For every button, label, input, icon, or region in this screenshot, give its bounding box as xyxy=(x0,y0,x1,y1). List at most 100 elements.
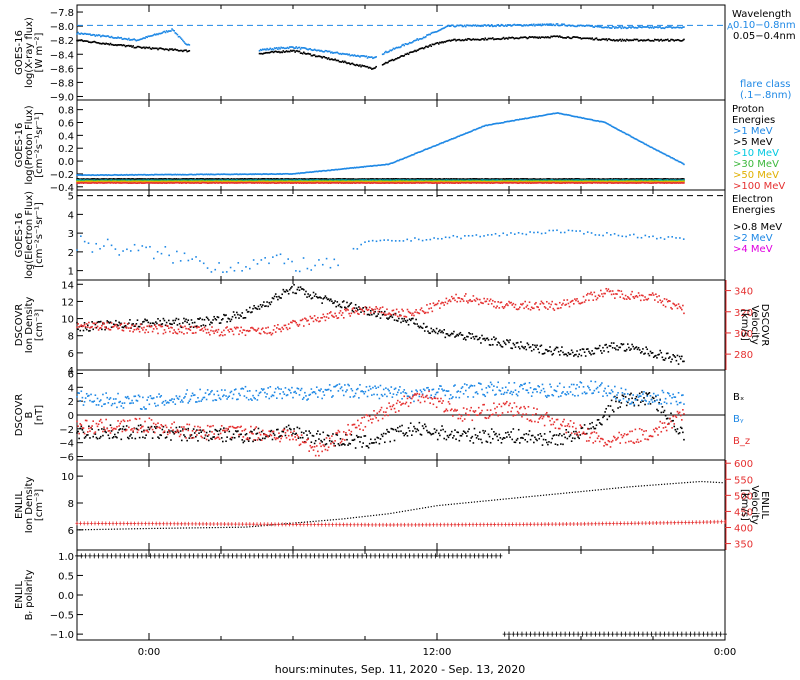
data-point xyxy=(277,298,279,301)
data-point xyxy=(251,180,253,183)
data-point xyxy=(475,178,478,180)
data-point xyxy=(619,26,622,28)
data-point xyxy=(540,36,543,38)
data-point xyxy=(242,317,245,319)
data-point xyxy=(569,180,572,183)
data-point xyxy=(151,173,154,176)
data-point xyxy=(309,179,312,181)
y-tick-label: 0.6 xyxy=(58,119,74,130)
data-point xyxy=(427,46,429,48)
data-point xyxy=(571,229,574,232)
data-point xyxy=(661,182,664,184)
data-point xyxy=(175,317,178,320)
data-point xyxy=(593,119,596,122)
data-point xyxy=(541,36,544,38)
data-point xyxy=(192,182,195,184)
data-point xyxy=(651,180,654,183)
data-point xyxy=(579,37,582,39)
data-point xyxy=(382,178,385,180)
data-point xyxy=(674,179,677,181)
data-point xyxy=(579,180,582,183)
data-point xyxy=(158,180,160,182)
data-point xyxy=(642,181,644,183)
data-point xyxy=(659,39,661,41)
data-point xyxy=(149,245,151,248)
data-point xyxy=(557,178,560,180)
data-point xyxy=(543,114,546,117)
data-point xyxy=(589,182,591,184)
data-point xyxy=(657,38,659,41)
data-point xyxy=(368,178,371,180)
data-point xyxy=(192,180,195,183)
data-point xyxy=(364,241,366,243)
data-point xyxy=(641,178,643,180)
data-point xyxy=(132,182,134,184)
data-point xyxy=(472,129,475,131)
data-point xyxy=(87,324,89,327)
data-point xyxy=(651,182,654,184)
data-point xyxy=(580,38,583,40)
data-point xyxy=(96,178,99,180)
data-point xyxy=(571,180,574,182)
data-point xyxy=(125,182,128,184)
data-point xyxy=(388,60,390,62)
data-point xyxy=(469,38,471,41)
data-point xyxy=(667,236,670,238)
data-point xyxy=(130,44,132,47)
data-point xyxy=(278,180,280,183)
data-point xyxy=(458,182,461,184)
data-point xyxy=(94,182,97,184)
data-point xyxy=(525,24,528,26)
data-point xyxy=(611,125,614,128)
data-point xyxy=(251,182,253,184)
data-point xyxy=(490,123,493,126)
data-point xyxy=(520,179,522,182)
data-point xyxy=(124,174,127,176)
data-point xyxy=(315,180,318,183)
data-point xyxy=(393,181,396,183)
data-point xyxy=(363,182,366,184)
data-point xyxy=(504,37,507,40)
data-point xyxy=(178,182,181,184)
data-point xyxy=(433,237,435,239)
data-point xyxy=(280,178,282,180)
data-point xyxy=(534,179,536,182)
data-point xyxy=(101,43,103,45)
data-point xyxy=(561,36,563,38)
data-point xyxy=(409,181,412,184)
data-point xyxy=(352,167,355,169)
data-point xyxy=(328,169,331,172)
data-point xyxy=(503,180,506,183)
data-point xyxy=(240,173,242,176)
data-point xyxy=(386,182,388,184)
data-point xyxy=(198,173,200,176)
data-point xyxy=(577,182,579,184)
data-point xyxy=(125,173,128,176)
data-point xyxy=(570,180,573,183)
data-point xyxy=(213,178,215,180)
data-point xyxy=(517,37,520,40)
data-point xyxy=(614,180,616,183)
data-point xyxy=(682,162,684,165)
data-point xyxy=(460,39,463,42)
data-point xyxy=(148,182,151,184)
data-point xyxy=(421,37,424,40)
data-point xyxy=(580,180,583,183)
data-point xyxy=(412,51,414,53)
data-point xyxy=(325,56,328,59)
data-point xyxy=(374,182,376,184)
data-point xyxy=(261,304,264,306)
data-point xyxy=(300,172,303,174)
data-point xyxy=(172,262,174,264)
data-point xyxy=(519,23,521,26)
data-point xyxy=(366,165,369,168)
data-point xyxy=(354,180,357,183)
series-2-blue xyxy=(76,229,685,273)
data-point xyxy=(411,178,413,180)
data-point xyxy=(133,178,136,181)
data-point xyxy=(388,182,390,184)
data-point xyxy=(280,182,282,184)
data-point xyxy=(550,35,552,38)
data-point xyxy=(246,181,249,184)
data-point xyxy=(504,24,507,26)
